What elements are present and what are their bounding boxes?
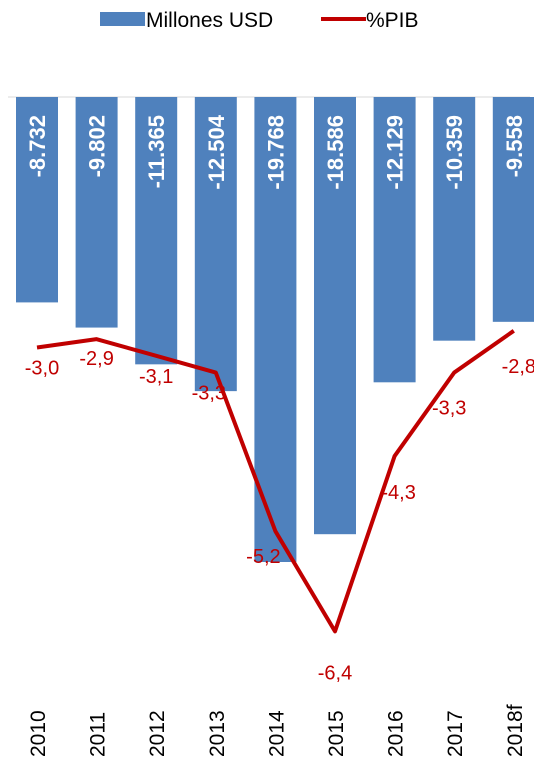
legend: Millones USD %PIB <box>100 9 419 32</box>
bar-value-label-2017: -10.359 <box>442 115 467 190</box>
x-tick-label-2018f: 2018f <box>504 704 527 757</box>
bar-value-label-2018f: -9.558 <box>502 115 527 177</box>
bar-value-label-2014: -19.768 <box>263 115 288 190</box>
bar-value-label-2016: -12.129 <box>383 115 408 190</box>
legend-label-bars: Millones USD <box>146 9 273 32</box>
pib-value-label-2016: -4,3 <box>381 482 415 504</box>
pib-value-label-2012: -3,1 <box>139 366 173 388</box>
x-tick-label-2015: 2015 <box>325 710 348 757</box>
pib-value-label-2018f: -2,8 <box>502 356 534 378</box>
x-tick-label-2014: 2014 <box>265 710 288 757</box>
x-tick-label-2016: 2016 <box>385 710 408 757</box>
x-tick-label-2010: 2010 <box>27 710 50 757</box>
bar-2018f <box>492 97 534 322</box>
pib-value-label-2011: -2,9 <box>79 348 113 370</box>
bar-value-label-2011: -9.802 <box>85 115 110 177</box>
bar-2016 <box>373 97 416 383</box>
bar-2015 <box>314 97 356 535</box>
bar-2013 <box>194 97 237 392</box>
pib-value-label-2010: -3,0 <box>25 358 59 380</box>
bar-value-label-2013: -12.504 <box>204 114 229 189</box>
bar-2017 <box>433 97 476 341</box>
bar-2012 <box>135 97 178 365</box>
bar-2011 <box>75 97 118 328</box>
x-tick-label-2017: 2017 <box>444 710 467 757</box>
pib-line <box>36 329 515 634</box>
bar-2014 <box>254 97 297 562</box>
x-tick-label-2011: 2011 <box>87 712 110 757</box>
pib-value-label-2017: -3,3 <box>432 398 466 420</box>
pib-value-label-2013: -3,3 <box>192 383 226 405</box>
legend-label-line: %PIB <box>366 9 419 32</box>
x-tick-label-2013: 2013 <box>206 710 229 757</box>
x-tick-label-2012: 2012 <box>146 710 169 757</box>
bar-2010 <box>16 97 58 303</box>
pib-value-label-2014: -5,2 <box>246 546 280 568</box>
legend-swatch-bars <box>100 12 145 26</box>
bar-value-label-2010: -8.732 <box>25 115 50 177</box>
pib-value-label-2015: -6,4 <box>318 662 352 684</box>
bar-value-label-2012: -11.365 <box>144 115 169 188</box>
bar-value-label-2015: -18.586 <box>323 115 348 190</box>
